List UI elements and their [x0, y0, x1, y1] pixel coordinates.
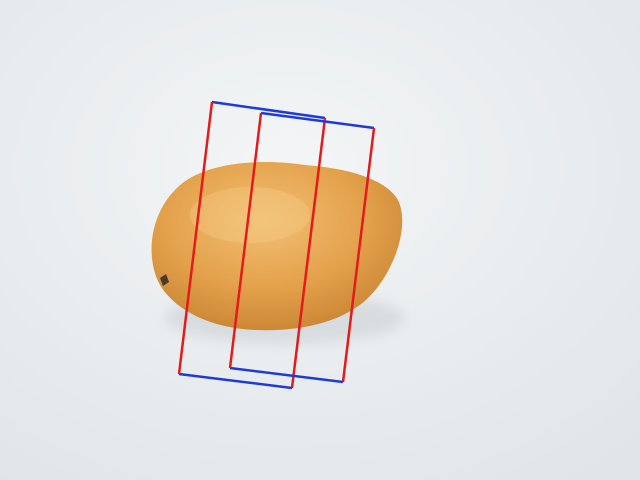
grasp-rect-1-bottom-edge: [178, 372, 293, 390]
grasp-rect-2-top-edge: [260, 111, 375, 130]
grasp-rect-2-left-edge: [228, 112, 263, 369]
mango-stem: [160, 274, 169, 286]
grasp-rect-2-bottom-edge: [229, 366, 344, 384]
grasp-rect-1-left-edge: [177, 101, 214, 375]
grasp-rectangle-1: [177, 100, 327, 390]
grasp-rectangle-2: [228, 111, 376, 384]
grasp-rect-1-right-edge: [290, 117, 327, 389]
grasp-rect-1-top-edge: [211, 100, 326, 120]
mango-highlight: [190, 187, 310, 243]
grasp-rect-2-right-edge: [341, 127, 376, 383]
mango: [151, 161, 403, 331]
